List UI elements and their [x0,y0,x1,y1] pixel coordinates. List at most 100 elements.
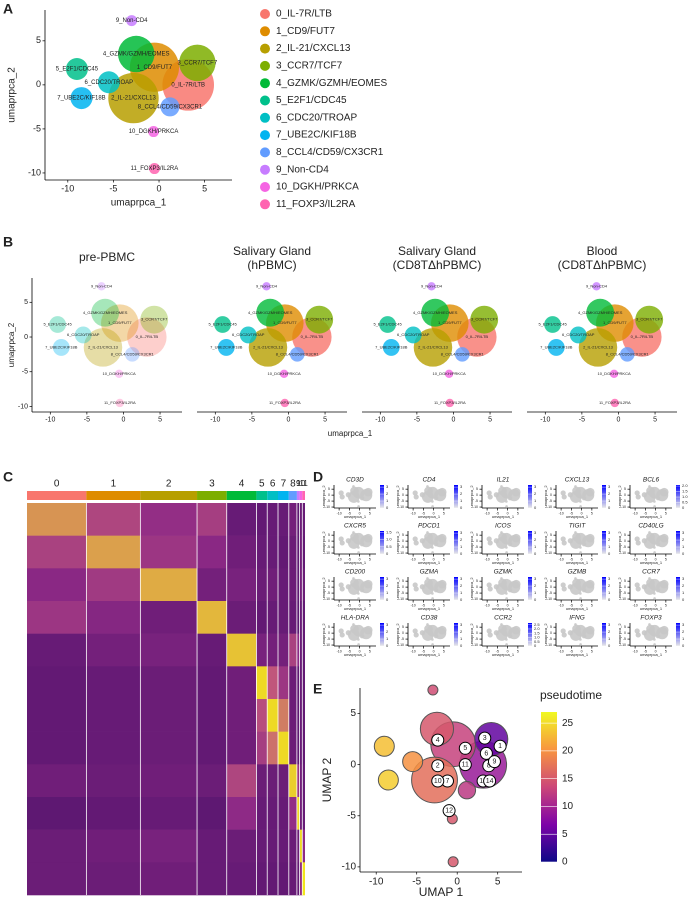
cluster-cells [424,532,433,542]
x-axis-title: umaprpca_1 [492,606,515,611]
cluster-cells [635,632,641,638]
x-tick-label: -5 [570,603,573,607]
heatmap-cell [299,503,303,536]
y-tick-label: -5 [623,499,626,503]
colorbar-label: 0.5 [534,639,540,644]
trajectory-node [487,755,501,769]
cluster-label: 5_E2F1/CDC45 [538,322,567,327]
cluster-cells [114,369,124,379]
cluster-cells [609,369,619,379]
x-tick-label: 0 [655,511,657,515]
cluster-cells [634,536,640,542]
colorbar-label: 3 [608,622,611,627]
cluster-cells [357,643,360,646]
colorbar [541,712,557,862]
heatmap-cell [278,764,289,798]
cluster-cells [357,592,360,595]
x-tick-label: -10 [337,557,342,561]
heatmap-cell [27,797,87,830]
colorbar-label: 0 [682,551,685,556]
cluster-cells [363,533,373,543]
cluster-cells [363,487,373,497]
cluster-cells [426,485,429,488]
x-tick-label: 0 [655,603,657,607]
cluster-label: 7_UBE2C/KIF18B [210,344,243,349]
x-tick-label: -10 [559,557,564,561]
colorbar-label: 3 [534,530,537,535]
y-axis-title: umaprpca_2 [617,623,622,646]
cluster-cells [419,630,425,636]
y-axis-title: umaprpca_2 [469,577,474,600]
cluster-number: 3 [209,479,215,490]
x-axis-title: umaprpca_1 [492,652,515,657]
y-tick-label: 5 [402,533,404,537]
cluster-cells [279,369,289,379]
heatmap-cell [296,731,300,765]
x-tick-label: 0 [507,649,509,653]
x-tick-label: -10 [411,511,416,515]
cluster-label: 2_IL-21/CXCL13 [111,96,156,102]
x-tick-label: 5 [591,511,593,515]
heatmap-cell [27,829,87,863]
heatmap-cell [302,666,305,700]
colorbar-label: 15 [562,773,574,784]
colorbar-label: 2 [608,583,611,588]
cluster-bar [296,491,300,500]
colorbar-label: 0 [608,597,611,602]
panel-letter: B [3,234,13,250]
x-tick-label: -5 [422,603,425,607]
cluster-label: 5_E2F1/CDC45 [56,67,99,73]
y-tick-label: -10 [325,597,330,601]
heatmap-cell [256,503,268,536]
cluster-cells [579,546,582,549]
cluster-cells [97,282,106,291]
y-axis-title: umaprpca_2 [321,577,326,600]
legend-swatch [260,112,270,123]
heatmap-cell [267,633,279,667]
legend-swatch [260,95,270,106]
cluster-cells [585,487,595,497]
heatmap-cell [299,633,303,667]
heatmap-cell [226,731,257,765]
x-tick-label: -5 [348,603,351,607]
colorbar [528,485,532,508]
heatmap-cell [302,633,305,667]
cluster-cells [447,856,459,868]
cluster-cells [655,633,661,639]
cluster-label: 4_GZMK/GZMH/EOMES [578,310,623,315]
node-label: 11 [462,762,469,769]
heatmap-cell [140,764,198,798]
cluster-cells [426,623,429,626]
cluster-number: 9 [296,479,301,488]
cluster-cells [574,623,577,626]
heatmap-cell [86,666,141,700]
colorbar-label: 2 [608,537,611,542]
colorbar [454,485,458,508]
cluster-cells [511,579,521,589]
colorbar-label: 1 [534,498,537,503]
y-tick-label: -5 [22,369,28,376]
x-tick-label: -10 [633,557,638,561]
y-axis-title: umaprpca_2 [395,623,400,646]
heatmap-cell [288,601,297,634]
cluster-cells [262,282,271,291]
heatmap-cell [226,503,257,536]
cluster-cells [505,505,508,508]
x-axis-title: umaprpca_1 [344,514,367,519]
colorbar-label: 2 [386,583,389,588]
cluster-cells [487,540,493,546]
y-tick-label: 5 [328,579,330,583]
x-tick-label: 5 [369,649,371,653]
x-tick-label: 5 [653,417,657,424]
heatmap-cell [27,568,87,602]
x-tick-label: -5 [496,649,499,653]
cluster-label: 8_CCL4/CD59/CX3CR1 [111,351,155,356]
heatmap-cell [288,568,297,602]
y-tick-label: 0 [350,759,356,770]
node-label: 2 [436,763,440,770]
x-tick-label: -10 [633,511,638,515]
x-axis-title: umaprpca_1 [566,606,589,611]
y-tick-label: -10 [621,505,626,509]
heatmap-cell [267,797,279,830]
x-tick-label: -10 [411,557,416,561]
